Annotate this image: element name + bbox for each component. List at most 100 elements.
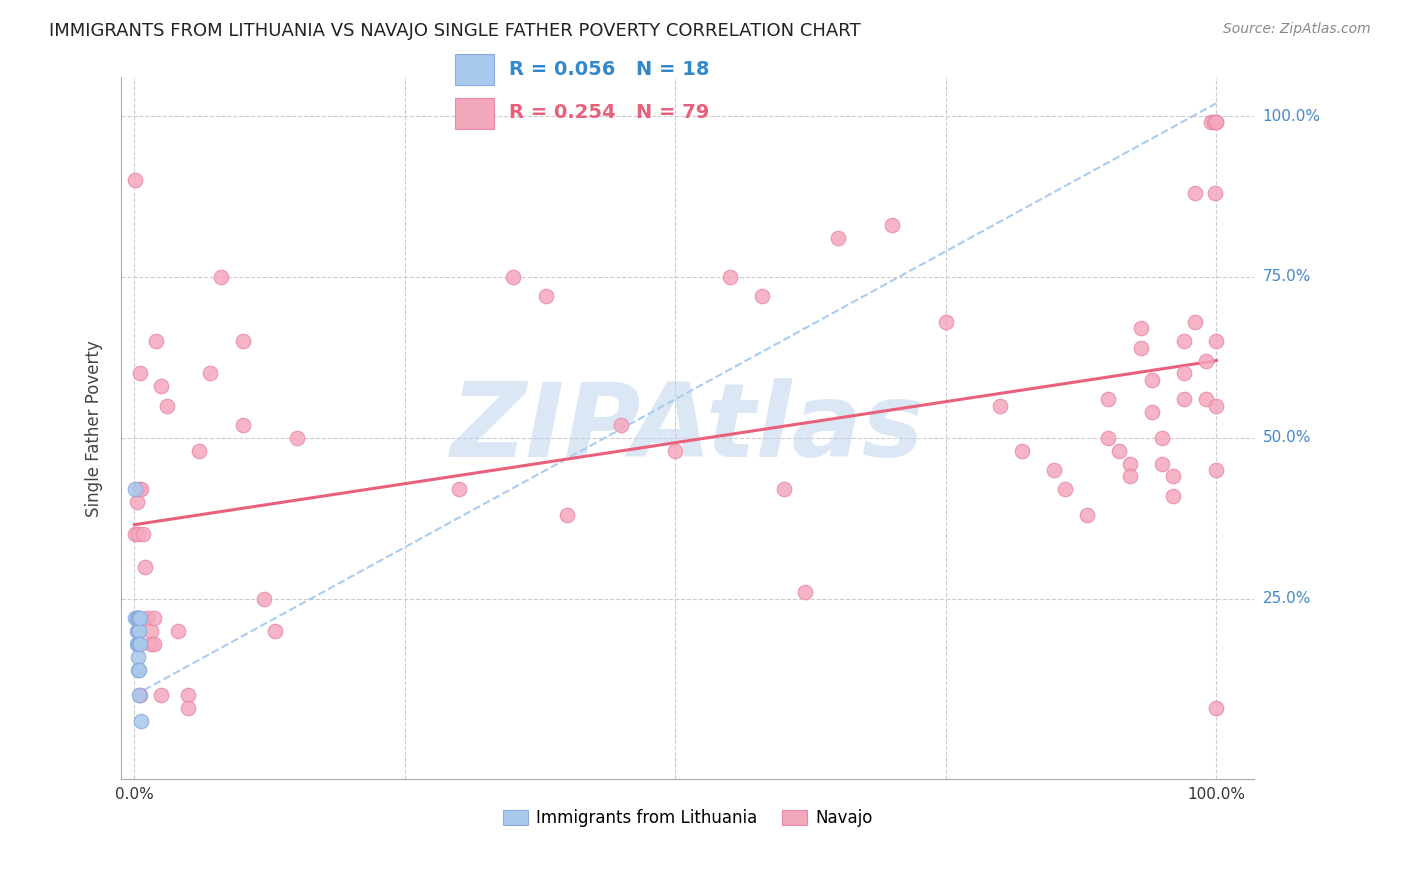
Point: [139, 624, 162, 638]
Point: [880, 219, 903, 233]
Point: [1205, 115, 1227, 129]
Point: [139, 637, 162, 651]
Point: [125, 637, 148, 651]
Point: [127, 649, 149, 664]
Point: [253, 591, 276, 606]
Point: [1108, 443, 1130, 458]
Point: [136, 611, 159, 625]
Point: [125, 611, 148, 625]
Point: [1205, 334, 1227, 349]
Point: [232, 334, 254, 349]
Point: [142, 611, 165, 625]
Point: [125, 624, 148, 638]
Point: [128, 637, 150, 651]
Point: [127, 663, 149, 677]
Point: [128, 611, 150, 625]
Point: [1173, 334, 1195, 349]
Point: [150, 688, 173, 702]
Point: [128, 624, 150, 638]
Point: [1199, 115, 1222, 129]
Point: [534, 289, 557, 303]
Point: [127, 624, 149, 638]
Text: 100.0%: 100.0%: [1263, 109, 1320, 124]
Point: [285, 431, 308, 445]
Text: 75.0%: 75.0%: [1263, 269, 1310, 285]
Point: [177, 688, 200, 702]
Text: N = 79: N = 79: [637, 103, 710, 122]
Legend: Immigrants from Lithuania, Navajo: Immigrants from Lithuania, Navajo: [496, 803, 880, 834]
Point: [1043, 463, 1066, 477]
Point: [447, 483, 470, 497]
Point: [128, 688, 150, 702]
Point: [232, 417, 254, 432]
Point: [1152, 431, 1174, 445]
Point: [664, 443, 686, 458]
Y-axis label: Single Father Poverty: Single Father Poverty: [86, 340, 103, 516]
Point: [1152, 457, 1174, 471]
Text: Source: ZipAtlas.com: Source: ZipAtlas.com: [1223, 22, 1371, 37]
Point: [124, 173, 146, 187]
Text: 25.0%: 25.0%: [1263, 591, 1310, 607]
Point: [827, 231, 849, 245]
Point: [751, 289, 773, 303]
Point: [1119, 469, 1142, 483]
Point: [988, 399, 1011, 413]
Point: [156, 399, 179, 413]
Point: [1173, 392, 1195, 407]
Point: [264, 624, 287, 638]
Text: 50.0%: 50.0%: [1263, 430, 1310, 445]
Point: [124, 527, 146, 541]
Point: [1184, 315, 1206, 329]
Point: [1205, 115, 1227, 129]
Point: [1195, 392, 1218, 407]
Point: [134, 559, 156, 574]
Point: [1053, 483, 1076, 497]
Text: R = 0.056: R = 0.056: [509, 61, 616, 79]
Point: [127, 611, 149, 625]
Point: [128, 688, 150, 702]
Point: [1161, 469, 1184, 483]
FancyBboxPatch shape: [456, 98, 495, 129]
Point: [610, 417, 633, 432]
FancyBboxPatch shape: [456, 54, 495, 85]
Point: [1129, 321, 1152, 335]
Text: ZIPAtlas: ZIPAtlas: [451, 377, 925, 479]
Point: [129, 714, 152, 728]
Point: [128, 611, 150, 625]
Point: [125, 495, 148, 509]
Point: [142, 637, 165, 651]
Point: [1204, 186, 1226, 201]
Point: [1129, 341, 1152, 355]
Text: R = 0.254: R = 0.254: [509, 103, 616, 122]
Point: [935, 315, 957, 329]
Point: [1161, 489, 1184, 503]
Text: IMMIGRANTS FROM LITHUANIA VS NAVAJO SINGLE FATHER POVERTY CORRELATION CHART: IMMIGRANTS FROM LITHUANIA VS NAVAJO SING…: [49, 22, 860, 40]
Point: [1195, 353, 1218, 368]
Text: 100.0%: 100.0%: [1188, 788, 1246, 802]
Point: [145, 334, 167, 349]
Point: [772, 483, 794, 497]
Point: [209, 269, 232, 284]
Point: [125, 611, 148, 625]
Point: [128, 637, 150, 651]
Point: [166, 624, 188, 638]
Point: [1205, 399, 1227, 413]
Point: [502, 269, 524, 284]
Point: [128, 663, 150, 677]
Text: N = 18: N = 18: [637, 61, 710, 79]
Point: [718, 269, 741, 284]
Point: [1173, 367, 1195, 381]
Point: [1119, 457, 1142, 471]
Point: [132, 527, 155, 541]
Point: [128, 367, 150, 381]
Point: [129, 483, 152, 497]
Point: [1184, 186, 1206, 201]
Point: [124, 611, 146, 625]
Point: [1204, 115, 1226, 129]
Point: [1097, 392, 1119, 407]
Point: [127, 611, 149, 625]
Point: [1205, 463, 1227, 477]
Text: 0.0%: 0.0%: [115, 788, 153, 802]
Point: [555, 508, 578, 522]
Point: [127, 637, 149, 651]
